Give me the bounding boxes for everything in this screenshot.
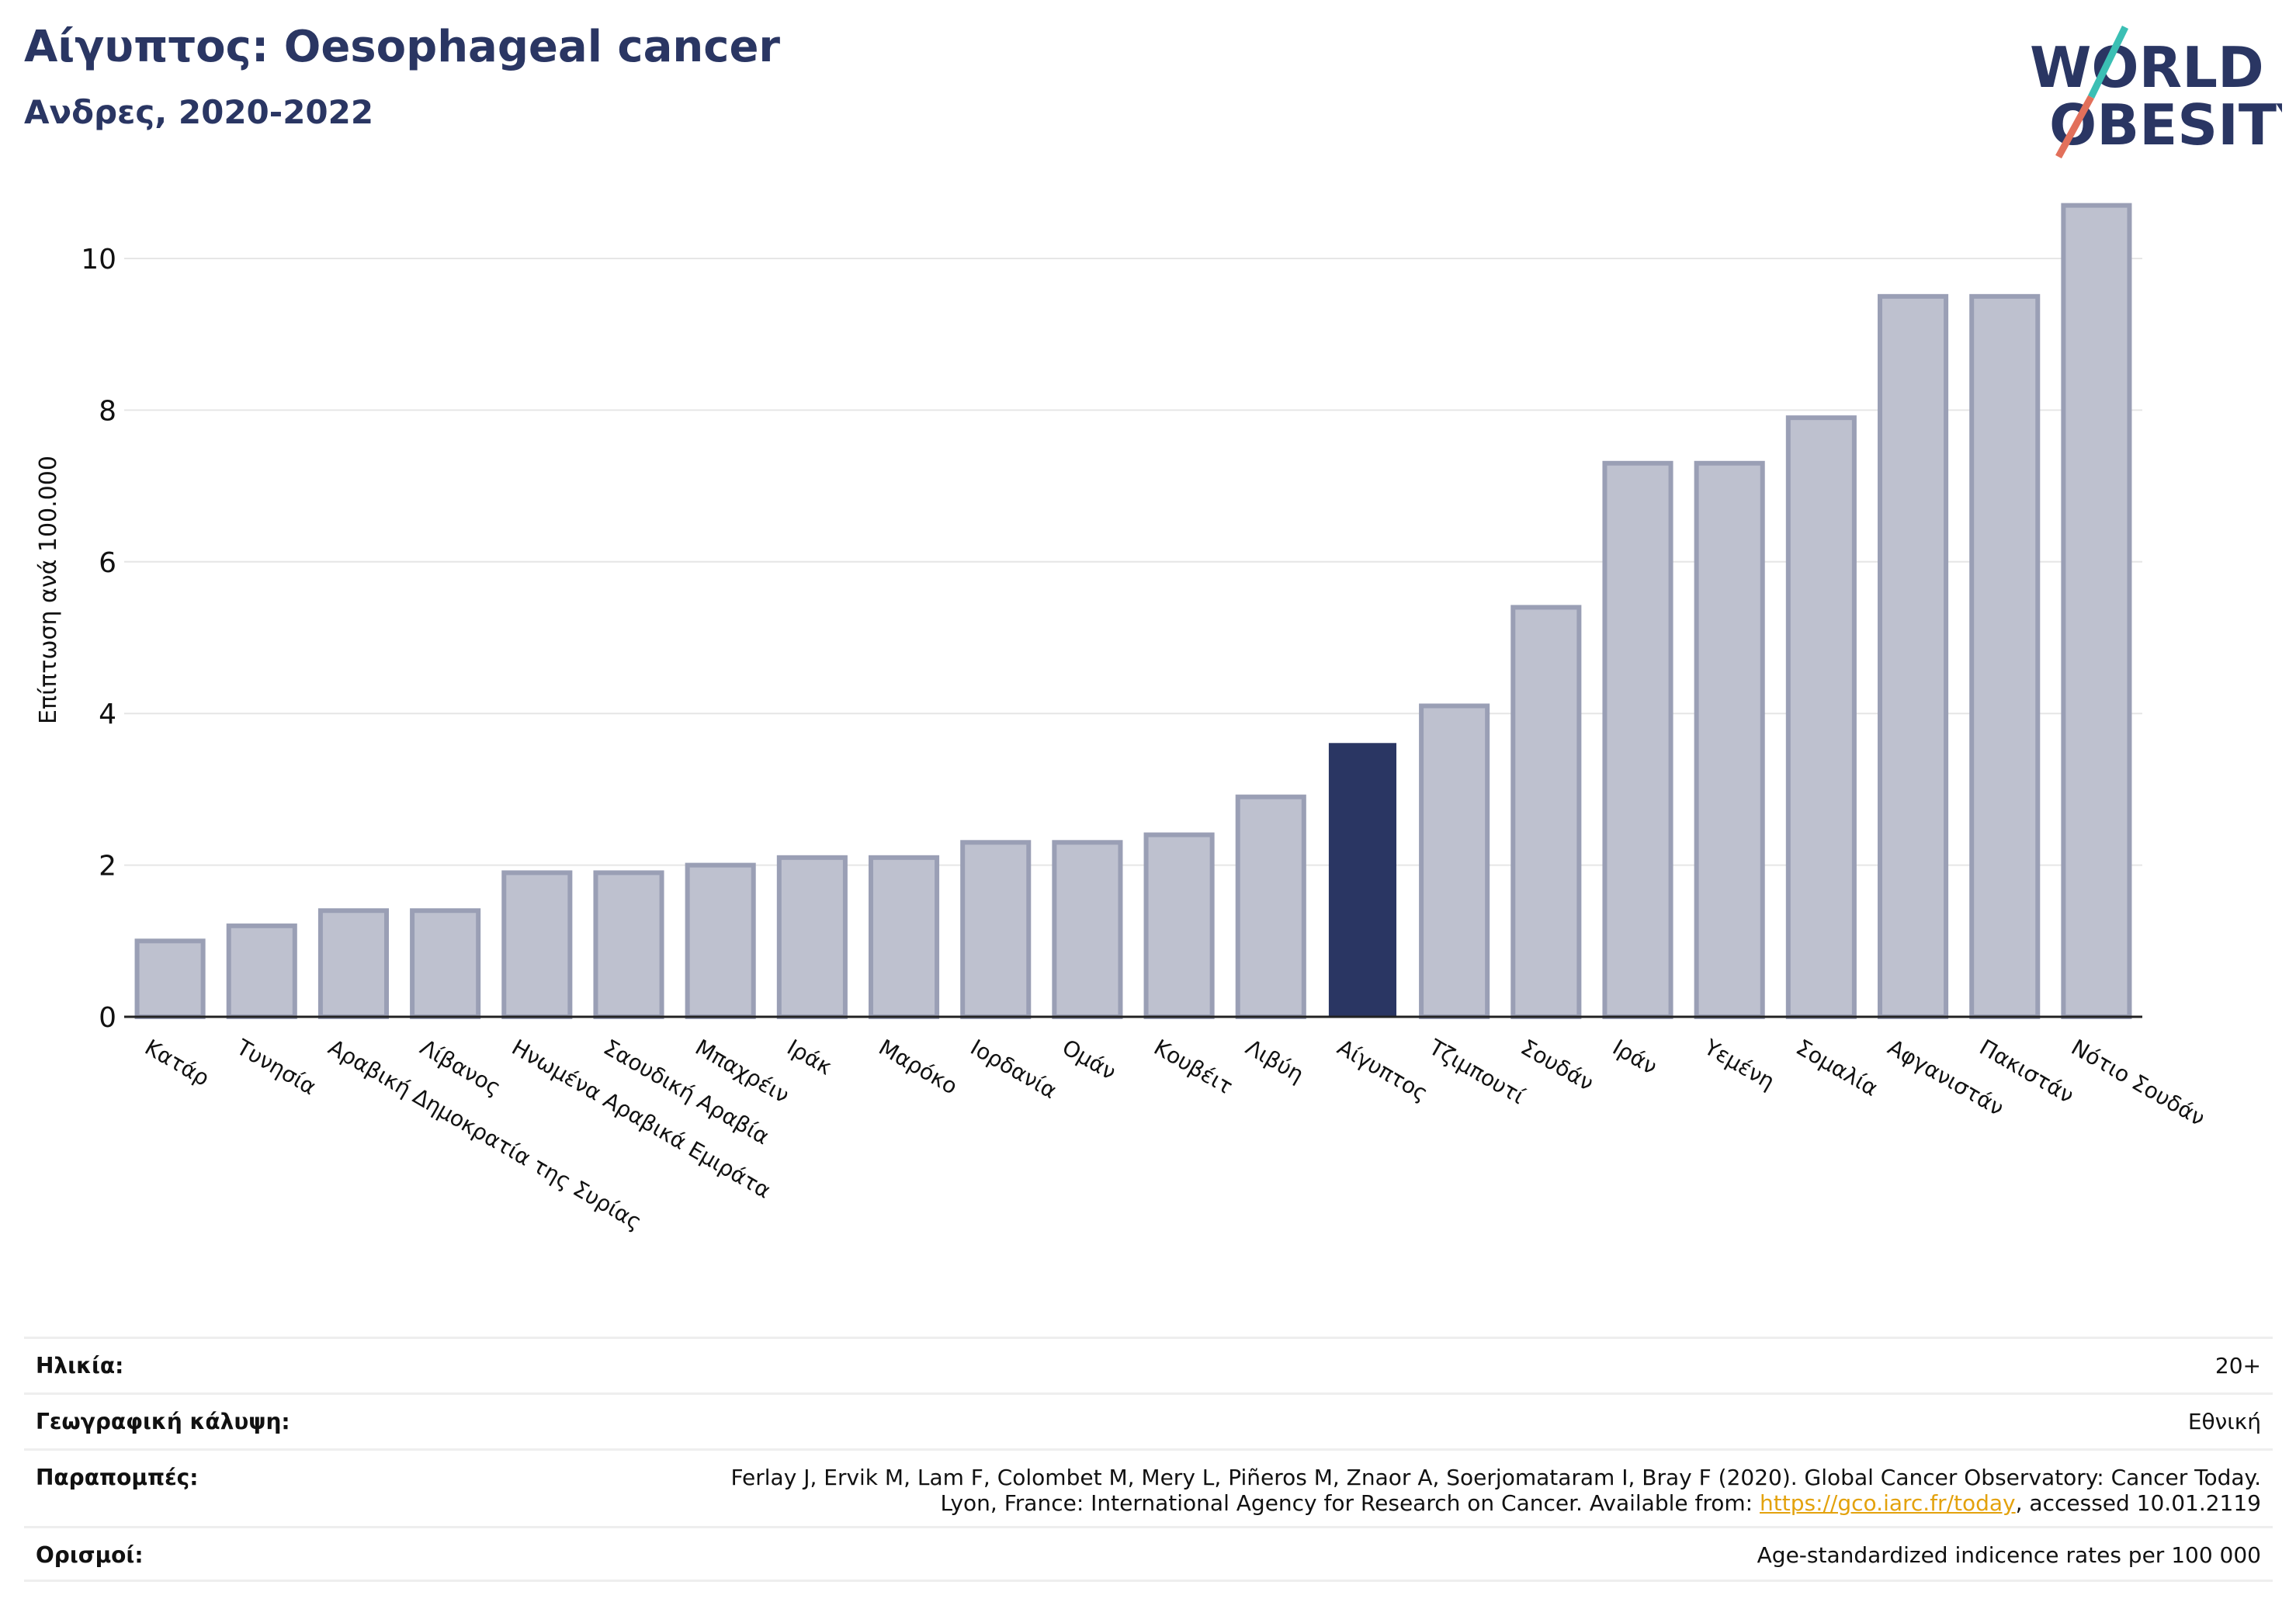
x-tick-label: Ιράν [1608, 1034, 1662, 1080]
bar[interactable] [1785, 415, 1857, 1019]
x-tick-label: Ιορδανία [966, 1034, 1061, 1104]
y-tick-label: 6 [99, 547, 116, 579]
y-tick-label: 4 [99, 699, 116, 730]
x-tick-label: Κουβέιτ [1150, 1034, 1237, 1099]
bar[interactable] [593, 870, 664, 1019]
bar[interactable] [317, 908, 389, 1019]
bars [134, 203, 2132, 1020]
meta-definitions-label: Ορισμοί: [36, 1542, 144, 1568]
y-tick-label: 2 [99, 851, 116, 883]
x-tick-label: Τζιμπουτί [1424, 1034, 1530, 1109]
bar[interactable] [960, 840, 1032, 1020]
x-tick-label: Αραβική Δημοκρατία της Συρίας [324, 1034, 646, 1235]
chart-subtitle: Ανδρες, 2020-2022 [24, 93, 374, 131]
bar-chart: 0 2 4 6 8 10 Κατάρ Τυνησία Αραβική Δημοκρατία τη… [35, 203, 2209, 1235]
x-tick-label: Υεμένη [1699, 1034, 1779, 1094]
meta-row-definitions: Ορισμοί: Age-standardized indicence rate… [24, 1526, 2273, 1582]
x-tick-label: Κατάρ [140, 1034, 213, 1091]
meta-row-coverage: Γεωγραφική κάλυψη: Εθνική [24, 1392, 2273, 1448]
bar[interactable] [1143, 832, 1215, 1020]
x-tick-label: Σομαλία [1791, 1034, 1882, 1101]
bar[interactable] [1510, 605, 1582, 1019]
bar[interactable] [226, 923, 297, 1020]
metadata-table: Ηλικία: 20+ Γεωγραφική κάλυψη: Εθνική Πα… [24, 1337, 2273, 1582]
bar[interactable] [1052, 840, 1123, 1020]
x-tick-label: Ιράκ [782, 1034, 836, 1080]
meta-age-label: Ηλικία: [36, 1353, 124, 1379]
world-obesity-logo: WORLD OBESITY [2030, 26, 2282, 159]
bar[interactable] [1235, 794, 1306, 1020]
meta-references-value: Ferlay J, Ervik M, Lam F, Colombet M, Me… [730, 1465, 2261, 1526]
x-tick-label: Λιβύη [1241, 1034, 1308, 1087]
x-tick-label: Μαρόκο [875, 1034, 962, 1099]
meta-coverage-label: Γεωγραφική κάλυψη: [36, 1409, 290, 1434]
y-axis-label: Επίπτωση ανά 100.000 [35, 456, 62, 724]
meta-references-label: Παραπομπές: [36, 1465, 199, 1490]
bar[interactable] [1328, 743, 1396, 1018]
bar[interactable] [1878, 293, 1949, 1020]
bar[interactable] [501, 870, 573, 1019]
bar[interactable] [1602, 460, 1673, 1019]
x-tick-label: Τυνησία [231, 1034, 321, 1100]
meta-coverage-value: Εθνική [2187, 1409, 2261, 1434]
reference-line-2-suffix: , accessed 10.01.2119 [2015, 1490, 2261, 1516]
bar[interactable] [134, 938, 206, 1020]
bar[interactable] [2061, 203, 2132, 1019]
x-tick-label: Αίγυπτος [1333, 1034, 1432, 1106]
svg-text:WORLD: WORLD [2030, 35, 2264, 100]
reference-link[interactable]: https://gco.iarc.fr/today [1760, 1490, 2016, 1516]
reference-line-2-prefix: Lyon, France: International Agency for R… [940, 1490, 1760, 1516]
bar[interactable] [410, 908, 481, 1019]
y-tick-label: 0 [99, 1002, 116, 1034]
bar[interactable] [1694, 460, 1765, 1019]
bar[interactable] [1419, 703, 1490, 1019]
chart-title: Αίγυπτος: Oesophageal cancer [24, 22, 781, 72]
x-tick-label: Ομάν [1058, 1034, 1121, 1085]
bar[interactable] [685, 862, 756, 1019]
y-tick-label: 8 [99, 395, 116, 427]
y-tick-label: 10 [81, 244, 116, 276]
meta-age-value: 20+ [2214, 1353, 2261, 1379]
meta-row-references: Παραπομπές: Ferlay J, Ervik M, Lam F, Co… [24, 1448, 2273, 1526]
meta-row-age: Ηλικία: 20+ [24, 1337, 2273, 1392]
bar[interactable] [776, 855, 848, 1019]
meta-definitions-value: Age-standardized indicence rates per 100… [1757, 1542, 2261, 1568]
bar[interactable] [869, 855, 940, 1019]
bar[interactable] [1969, 293, 2041, 1020]
reference-line-1: Ferlay J, Ervik M, Lam F, Colombet M, Me… [730, 1465, 2261, 1490]
x-tick-label: Νότιο Σουδάν [2067, 1034, 2209, 1131]
